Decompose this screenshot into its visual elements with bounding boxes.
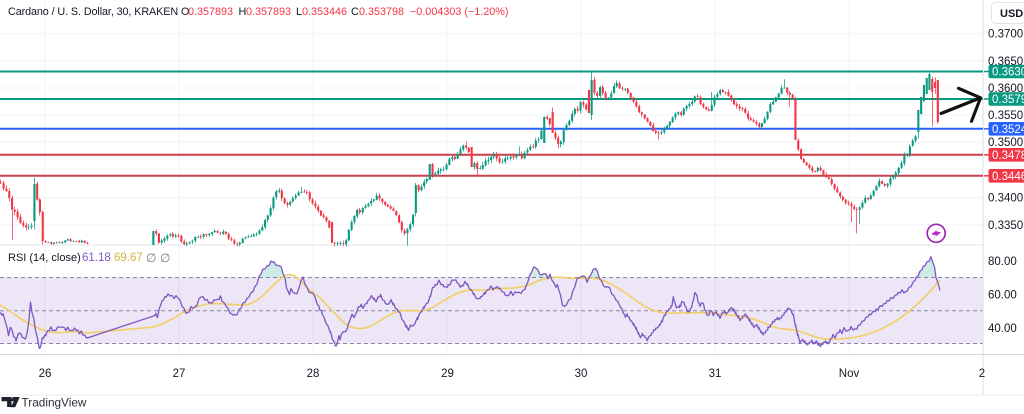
svg-text:80.00: 80.00 (988, 256, 1017, 268)
svg-text:0.357893: 0.357893 (188, 6, 233, 18)
svg-text:0.3400: 0.3400 (988, 193, 1023, 205)
svg-text:0.3350: 0.3350 (988, 220, 1023, 232)
svg-text:40.00: 40.00 (988, 323, 1017, 335)
svg-text:60.00: 60.00 (988, 290, 1017, 302)
svg-text:0.3630: 0.3630 (992, 67, 1024, 79)
svg-text:∅: ∅ (146, 251, 156, 265)
svg-text:30: 30 (575, 368, 588, 380)
svg-text:0.357893: 0.357893 (246, 6, 291, 18)
svg-text:−0.004303 (−1.20%): −0.004303 (−1.20%) (410, 6, 508, 18)
svg-text:0.353798: 0.353798 (359, 6, 404, 18)
svg-text:61.18: 61.18 (82, 252, 111, 264)
svg-text:C: C (351, 6, 359, 18)
svg-text:USD: USD (1000, 8, 1023, 20)
svg-text:26: 26 (39, 368, 52, 380)
svg-text:0.3579: 0.3579 (992, 94, 1024, 106)
svg-text:H: H (239, 6, 247, 18)
svg-text:0.353446: 0.353446 (302, 6, 347, 18)
svg-text:RSI (14, close): RSI (14, close) (8, 252, 81, 264)
svg-text:31: 31 (709, 368, 722, 380)
svg-text:0.3500: 0.3500 (988, 137, 1023, 149)
svg-text:0.3600: 0.3600 (988, 83, 1023, 95)
svg-text:69.67: 69.67 (114, 252, 143, 264)
svg-text:0.3478: 0.3478 (992, 150, 1024, 162)
svg-text:O: O (181, 6, 189, 18)
svg-text:∅: ∅ (160, 251, 170, 265)
svg-text:28: 28 (307, 368, 320, 380)
svg-text:29: 29 (441, 368, 454, 380)
svg-text:TradingView: TradingView (22, 396, 87, 410)
svg-text:0.3524: 0.3524 (992, 124, 1024, 136)
svg-text:0.3550: 0.3550 (988, 110, 1023, 122)
svg-text:0.3700: 0.3700 (988, 29, 1023, 41)
svg-text:2: 2 (979, 368, 985, 380)
svg-text:L: L (296, 6, 302, 18)
svg-text:0.3446: 0.3446 (992, 171, 1024, 183)
svg-text:Cardano / U. S. Dollar, 30, KR: Cardano / U. S. Dollar, 30, KRAKEN (8, 6, 178, 18)
svg-text:27: 27 (173, 368, 186, 380)
svg-text:Nov: Nov (839, 368, 860, 380)
